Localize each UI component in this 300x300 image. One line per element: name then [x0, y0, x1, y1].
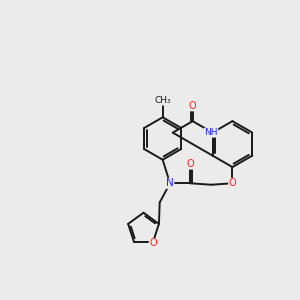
- Text: O: O: [189, 101, 196, 111]
- Text: O: O: [149, 238, 157, 248]
- Text: N: N: [166, 178, 174, 188]
- Text: NH: NH: [204, 128, 218, 137]
- Text: O: O: [186, 159, 194, 169]
- Text: O: O: [229, 178, 236, 188]
- Text: CH₃: CH₃: [154, 96, 171, 105]
